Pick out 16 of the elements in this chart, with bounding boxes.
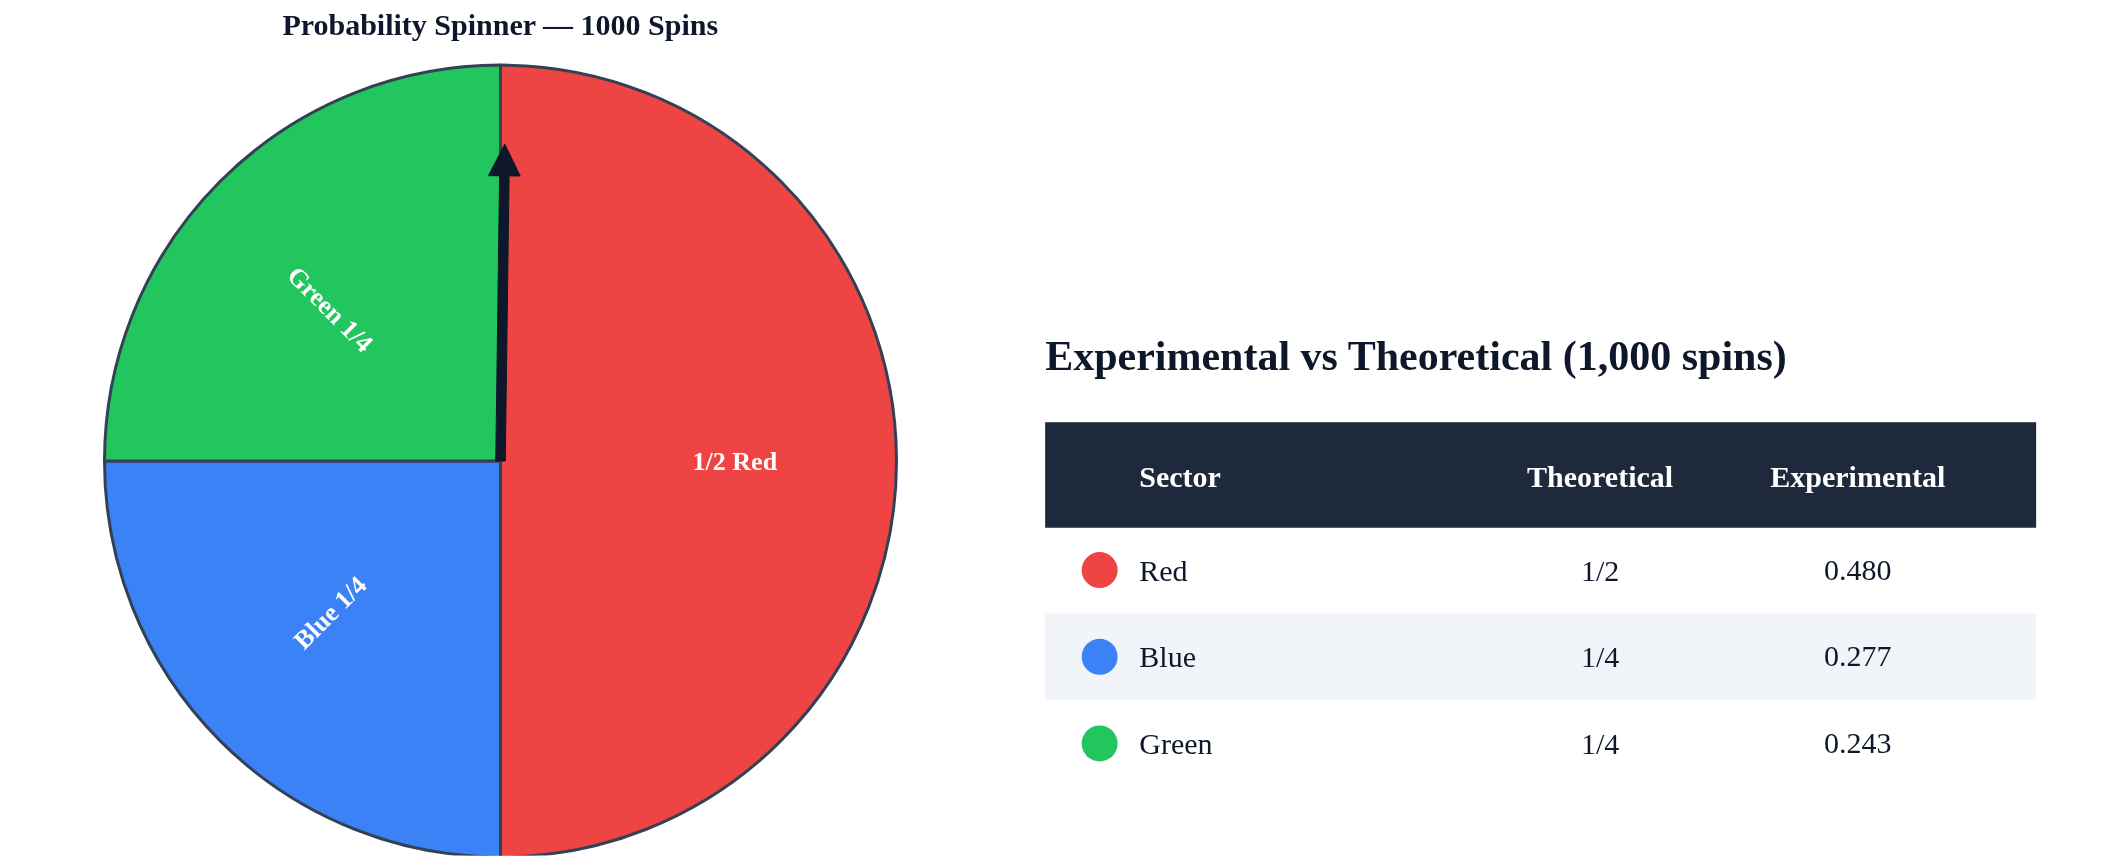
data-label: 1/4 [1580, 640, 1620, 674]
category-label: Blue 1/4 [288, 570, 373, 655]
legend-label: Blue [1139, 640, 1196, 674]
text: 1/2 Red [692, 446, 778, 476]
text: Sector [1139, 460, 1221, 494]
text: Theoretical [1527, 460, 1674, 494]
data-label: 1/2 [1580, 553, 1620, 587]
legend-label: Red [1139, 553, 1188, 587]
text: 0.480 [1824, 552, 1892, 586]
chart-title: Probability Spinner — 1000 Spins [282, 7, 719, 41]
text: 0.243 [1824, 725, 1892, 759]
text: Experimental vs Theoretical (1,000 spins) [1045, 333, 1787, 381]
text: Experimental [1770, 460, 1946, 494]
data-label: 1/4 [1580, 726, 1620, 760]
text: 0.277 [1824, 639, 1892, 673]
legend-label: Green [1139, 726, 1213, 760]
